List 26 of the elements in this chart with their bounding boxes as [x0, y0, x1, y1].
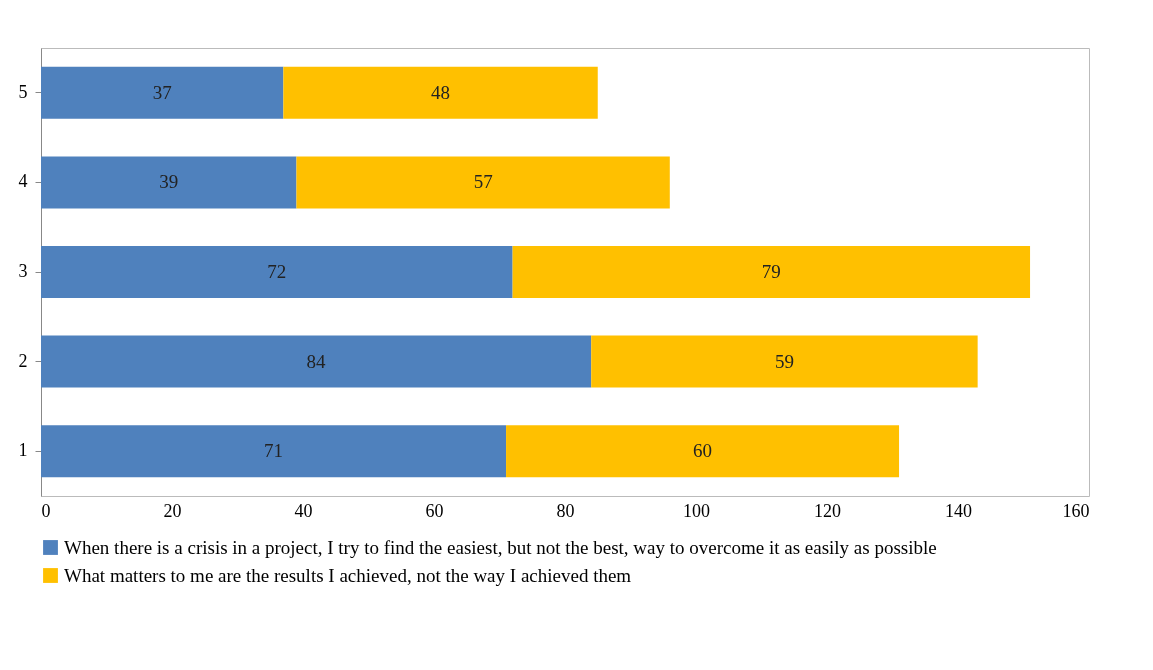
x-tick-label: 0 — [41, 500, 51, 521]
data-label: 48 — [431, 81, 451, 103]
data-label: 71 — [264, 440, 284, 462]
x-tick-label: 80 — [556, 500, 575, 521]
data-label: 60 — [693, 440, 713, 462]
x-tick-label: 100 — [683, 500, 710, 521]
y-tick-label: 3 — [18, 261, 28, 281]
x-tick-label: 140 — [945, 500, 972, 521]
y-tick-label: 4 — [18, 171, 28, 192]
data-label: 39 — [159, 171, 179, 193]
data-label: 57 — [473, 171, 493, 193]
x-tick-label: 160 — [1062, 500, 1090, 521]
y-tick-label: 2 — [18, 350, 28, 371]
y-tick-label: 5 — [18, 81, 28, 102]
x-tick-label: 60 — [425, 500, 444, 521]
y-tick-label: 1 — [18, 440, 28, 461]
data-label: 84 — [306, 350, 327, 372]
x-tick-label: 20 — [163, 500, 182, 521]
x-tick-label: 120 — [814, 500, 841, 521]
data-label: 79 — [761, 261, 781, 282]
x-tick-label: 40 — [294, 500, 313, 521]
data-label: 37 — [152, 81, 172, 103]
legend-label: What matters to me are the results I achieved, not the way I achieved them — [64, 564, 632, 586]
legend-label: When there is a crisis in a project, I try to find the easiest, but not the best, way to overcome it as easily as possible — [64, 536, 937, 558]
data-label: 59 — [774, 350, 794, 372]
data-label: 72 — [267, 261, 287, 282]
